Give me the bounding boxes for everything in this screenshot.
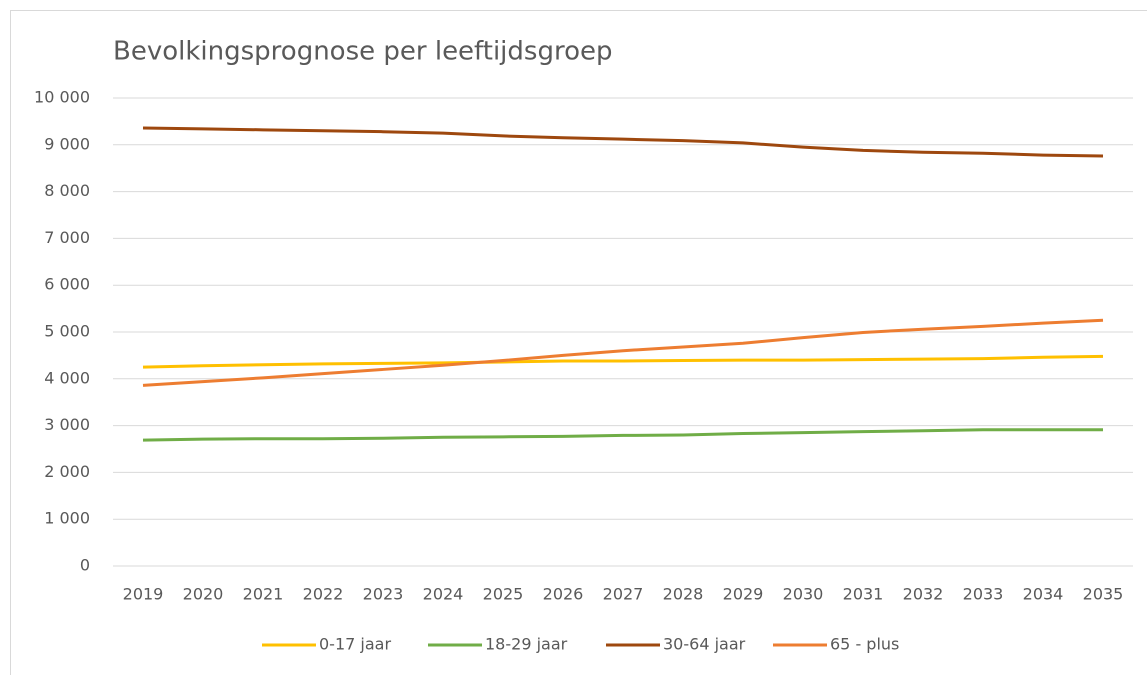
series-line	[142, 354, 1104, 369]
y-tick-label: 7 000	[44, 228, 90, 247]
x-tick-label: 2024	[423, 585, 464, 604]
y-tick-label: 0	[80, 556, 90, 575]
y-tick-label: 4 000	[44, 368, 90, 387]
x-tick-label: 2031	[843, 585, 884, 604]
series-line	[142, 428, 1103, 442]
legend-label: 18-29 jaar	[485, 635, 568, 654]
series-line	[142, 126, 1104, 158]
y-tick-label: 8 000	[44, 181, 90, 200]
y-tick-label: 9 000	[44, 134, 90, 153]
x-tick-label: 2025	[483, 585, 524, 604]
series-line	[142, 318, 1104, 387]
x-tick-label: 2022	[303, 585, 344, 604]
x-tick-label: 2023	[363, 585, 404, 604]
chart-border	[10, 10, 1147, 675]
x-tick-label: 2029	[723, 585, 764, 604]
legend-label: 0-17 jaar	[319, 635, 391, 654]
x-tick-label: 2020	[183, 585, 224, 604]
x-tick-label: 2026	[543, 585, 584, 604]
x-tick-label: 2030	[783, 585, 824, 604]
x-tick-label: 2032	[903, 585, 944, 604]
x-tick-label: 2034	[1023, 585, 1064, 604]
x-tick-label: 2033	[963, 585, 1004, 604]
legend-label: 65 - plus	[830, 635, 899, 654]
y-tick-label: 10 000	[34, 88, 90, 107]
x-tick-label: 2021	[243, 585, 284, 604]
y-tick-label: 5 000	[44, 322, 90, 341]
x-tick-label: 2035	[1083, 585, 1124, 604]
y-tick-label: 6 000	[44, 275, 90, 294]
y-tick-label: 2 000	[44, 462, 90, 481]
y-tick-label: 3 000	[44, 415, 90, 434]
legend-label: 30-64 jaar	[663, 635, 746, 654]
x-tick-label: 2027	[603, 585, 644, 604]
x-tick-label: 2019	[123, 585, 164, 604]
x-tick-label: 2028	[663, 585, 704, 604]
chart-title: Bevolkingsprognose per leeftijdsgroep	[113, 37, 612, 67]
y-tick-label: 1 000	[44, 509, 90, 528]
